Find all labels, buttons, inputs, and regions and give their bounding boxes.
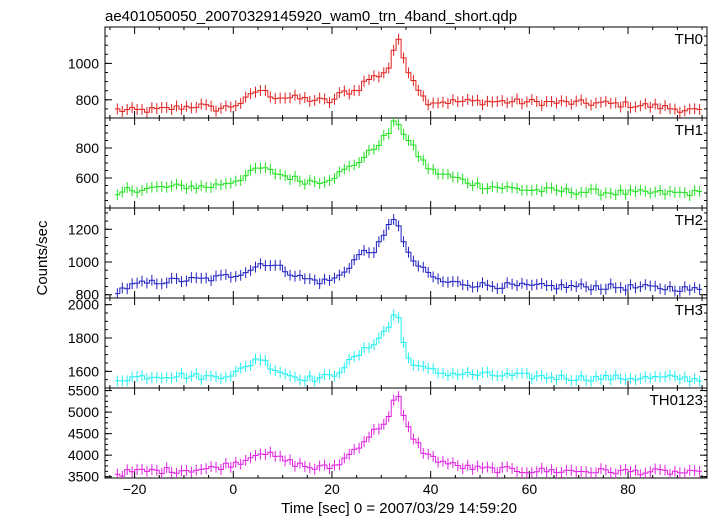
y-tick-label: 4500	[68, 426, 99, 442]
panel-th0123: 3500 4000 4500 5000 5500 TH0123	[68, 383, 708, 485]
panel-frame	[104, 387, 708, 479]
panel-frame	[104, 207, 708, 299]
series-line-th0	[114, 38, 703, 113]
y-tick-label: 1200	[68, 221, 99, 237]
y-tick-label: 800	[76, 92, 100, 108]
y-axis-label: Counts/sec	[34, 220, 51, 296]
panel-th2: 800 1000 1200 TH2	[68, 207, 708, 303]
y-tick-label: 600	[76, 170, 100, 186]
y-tick-label: 800	[76, 287, 100, 303]
y-tick-label: 4000	[68, 447, 99, 463]
error-bars-th3	[116, 309, 701, 387]
error-bars-th1	[116, 118, 701, 202]
panel-th1: 600 800 TH1	[76, 117, 708, 209]
panel-label: TH0	[675, 31, 703, 48]
plot-title: ae401050050_20070329145920_wam0_trn_4ban…	[105, 8, 517, 25]
x-tick-label: 20	[324, 481, 340, 497]
panel-label: TH2	[675, 212, 703, 229]
error-bars-th2	[116, 214, 701, 298]
panel-stack: 800 1000 TH0 600 800 TH1 800 1000 1200 TH2 1600 180…	[68, 26, 708, 485]
panel-th3: 1600 1800 2000 TH3	[68, 297, 708, 389]
y-tick-label: 1600	[68, 363, 99, 379]
y-tick-label: 5000	[68, 404, 99, 420]
x-axis-label: Time [sec] 0 = 2007/03/29 14:59:20	[281, 500, 517, 516]
y-tick-label: 800	[76, 140, 100, 156]
y-tick-label: 1800	[68, 330, 99, 346]
panel-label: TH1	[675, 122, 703, 139]
x-tick-label: 40	[423, 481, 439, 497]
panel-label: TH0123	[650, 392, 703, 409]
x-tick-label: 60	[522, 481, 538, 497]
series-line-th1	[114, 120, 703, 197]
series-line-th2	[114, 219, 703, 295]
y-tick-label: 5500	[68, 383, 99, 399]
panel-th0: 800 1000 TH0	[68, 26, 708, 119]
y-tick-label: 1000	[68, 55, 99, 71]
x-tick-labels: −20 0 20 40 60 80	[123, 481, 636, 497]
y-tick-label: 3500	[68, 469, 99, 485]
x-tick-label: 0	[229, 481, 237, 497]
series-line-th3	[114, 314, 703, 382]
series-line-th0123	[114, 395, 703, 477]
x-tick-label: 80	[620, 481, 636, 497]
panel-label: TH3	[675, 302, 703, 319]
y-tick-label: 1000	[68, 254, 99, 270]
x-tick-label: −20	[123, 481, 147, 497]
error-bars-th0123	[116, 391, 701, 478]
y-tick-label: 2000	[68, 297, 99, 313]
